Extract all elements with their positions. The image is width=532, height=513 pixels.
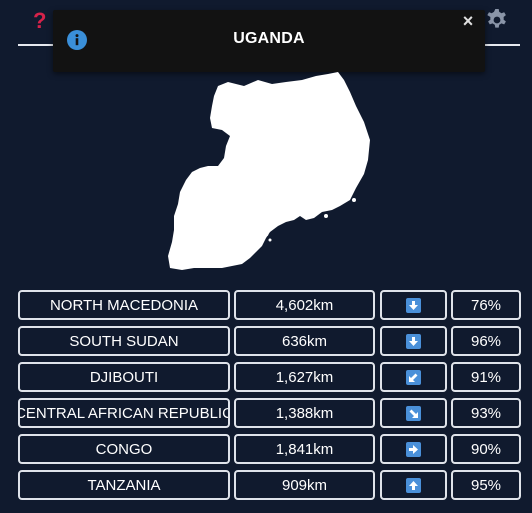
arrow-down-right-icon [406, 405, 421, 421]
guess-direction [380, 434, 447, 464]
guess-country: DJIBOUTI [18, 362, 230, 392]
guess-row: SOUTH SUDAN 636km 96% [18, 326, 521, 362]
info-icon [67, 30, 87, 50]
guess-distance: 1,627km [234, 362, 375, 392]
arrow-right-icon [406, 441, 421, 457]
guess-table: NORTH MACEDONIA 4,602km 76% SOUTH SUDAN 636k… [18, 290, 521, 506]
header-divider-right [484, 44, 520, 46]
guess-row: TANZANIA 909km 95% [18, 470, 521, 506]
help-icon[interactable]: ? [33, 8, 47, 33]
gear-icon[interactable] [485, 8, 509, 32]
guess-direction [380, 362, 447, 392]
guess-country: NORTH MACEDONIA [18, 290, 230, 320]
guess-distance: 1,388km [234, 398, 375, 428]
toast-title: UGANDA [233, 30, 305, 47]
guess-distance: 636km [234, 326, 375, 356]
guess-country: TANZANIA [18, 470, 230, 500]
guess-direction [380, 398, 447, 428]
guess-country: CENTRAL AFRICAN REPUBLIC [18, 398, 230, 428]
guess-percent: 90% [451, 434, 521, 464]
guess-row: DJIBOUTI 1,627km 91% [18, 362, 521, 398]
guess-direction [380, 470, 447, 500]
guess-country: SOUTH SUDAN [18, 326, 230, 356]
arrow-up-icon [406, 477, 421, 493]
guess-percent: 76% [451, 290, 521, 320]
guess-percent: 95% [451, 470, 521, 500]
arrow-down-icon [406, 297, 421, 313]
guess-direction [380, 290, 447, 320]
guess-distance: 4,602km [234, 290, 375, 320]
arrow-down-left-icon [406, 369, 421, 385]
guess-row: CONGO 1,841km 90% [18, 434, 521, 470]
guess-direction [380, 326, 447, 356]
country-toast: UGANDA × [53, 10, 485, 72]
uganda-silhouette [168, 72, 370, 270]
guess-distance: 909km [234, 470, 375, 500]
close-icon[interactable]: × [462, 11, 474, 31]
guess-row: NORTH MACEDONIA 4,602km 76% [18, 290, 521, 326]
header: ? [0, 0, 532, 46]
guess-percent: 93% [451, 398, 521, 428]
arrow-down-icon [406, 333, 421, 349]
guess-percent: 91% [451, 362, 521, 392]
guess-row: CENTRAL AFRICAN REPUBLIC 1,388km 93% [18, 398, 521, 434]
header-divider-left [18, 44, 62, 46]
country-map [166, 70, 372, 272]
guess-distance: 1,841km [234, 434, 375, 464]
guess-country: CONGO [18, 434, 230, 464]
guess-percent: 96% [451, 326, 521, 356]
